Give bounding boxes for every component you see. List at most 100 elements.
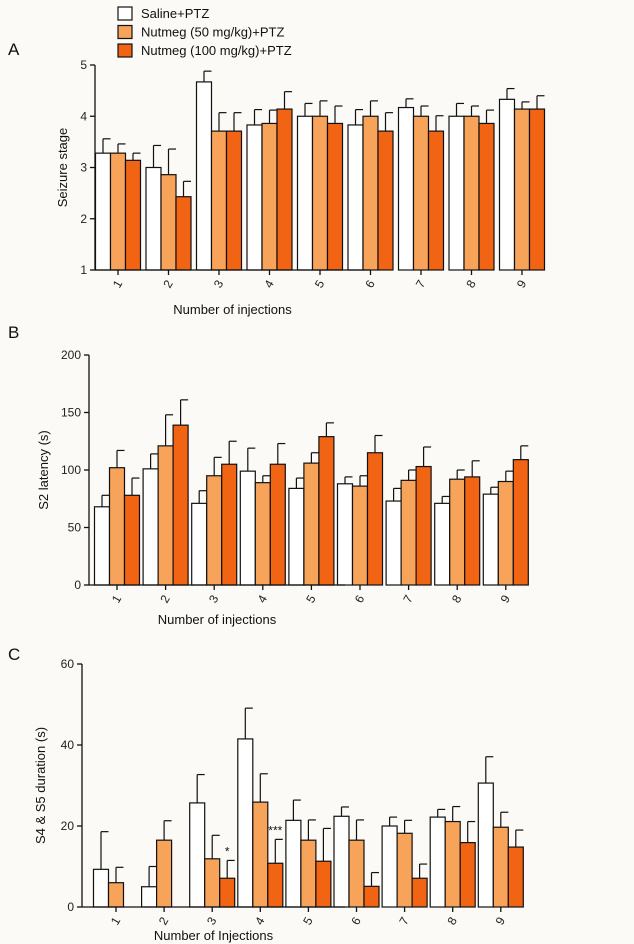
bar [239,470,256,586]
bar [204,858,221,908]
x-tick-label: 6 [352,592,368,605]
bar [288,487,305,586]
legend-swatch [117,6,133,21]
x-tick-label: 1 [109,592,125,605]
bar [123,494,141,586]
legend-label: Nutmeg (100 mg/kg)+PTZ [141,43,292,58]
x-tick-label: 1 [110,277,126,290]
bar [246,124,263,271]
bar [267,862,284,908]
x-tick-label: 8 [449,592,465,605]
bar [459,842,476,908]
bar [397,106,415,271]
bar [195,81,213,271]
bar [157,445,174,586]
bar [385,500,402,586]
bar [175,196,192,271]
bar [528,108,546,271]
bar [482,493,499,586]
bar [412,115,430,271]
x-axis-title: Number of injections [173,302,292,317]
bar [156,839,173,908]
bar [92,868,110,908]
y-tick-label: 60 [61,657,75,671]
bar [124,159,142,271]
bar [141,886,158,908]
panel-b: B 0 50 100 150 200 1 2 3 4 5 6 7 8 9 S2 latency (s) Numb… [8,323,529,627]
legend-label: Nutmeg (50 mg/kg)+PTZ [141,25,284,40]
x-tick-label: 1 [108,914,124,927]
bar [396,832,413,908]
x-axis-title: Number of Injections [154,928,274,943]
legend-label: Saline+PTZ [141,6,209,21]
y-axis-title: Seizure stage [55,128,70,208]
bar [303,462,320,586]
y-tick-label: 100 [61,463,81,477]
x-tick-label: 4 [261,277,277,290]
y-tick-label: 150 [61,406,81,420]
bar [300,839,317,908]
bar [478,122,495,271]
bar [429,816,446,908]
y-tick-label: 5 [80,58,87,72]
bar [318,436,335,586]
bar [366,452,384,586]
bar [463,115,480,271]
y-tick-label: 0 [67,900,74,914]
y-axis-title: S2 latency (s) [36,430,51,509]
significance-marker: *** [268,823,282,837]
x-tick-label: 5 [300,914,316,927]
y-tick-label: 2 [80,212,87,226]
bar [219,877,236,908]
x-tick-label: 2 [156,914,172,927]
x-tick-label: 2 [160,277,176,290]
x-tick-label: 7 [396,914,412,927]
bar [145,166,162,271]
bar [94,152,112,271]
bar [351,485,369,586]
y-tick-label: 0 [74,578,81,592]
bar [189,802,206,908]
y-tick-label: 40 [61,738,75,752]
bar [348,839,365,908]
x-tick-label: 3 [206,592,222,605]
bar [381,825,398,908]
x-tick-label: 2 [157,592,173,605]
bar [336,483,354,586]
bar [347,124,364,271]
x-tick-label: 3 [204,914,220,927]
x-tick-label: 7 [413,277,429,290]
bar [210,130,228,271]
bar [427,130,445,271]
bar [326,122,344,271]
x-tick-label: 9 [498,592,514,605]
x-tick-label: 7 [400,592,416,605]
bar [191,502,208,586]
bar [507,846,524,908]
x-tick-label: 5 [303,592,319,605]
bar [237,738,254,908]
x-tick-label: 4 [252,914,268,927]
x-tick-label: 9 [514,277,530,290]
y-tick-label: 3 [80,161,87,175]
panel-a: A 1 2 3 4 5 1 2 3 4 5 6 7 8 9 Seizure stage Number of in… [8,40,546,317]
bar [448,115,465,271]
bar [254,482,271,586]
bar [109,152,127,271]
bar [285,819,302,908]
bar [492,826,509,908]
bar [498,98,516,271]
y-tick-label: 50 [68,521,82,535]
y-tick-label: 200 [61,348,81,362]
bar [513,108,531,271]
bar [444,820,461,908]
legend-swatch [117,43,133,58]
panel-letter: A [8,40,20,59]
bar [160,174,177,271]
x-tick-label: 4 [255,592,271,605]
x-tick-label: 8 [463,277,479,290]
bar [315,860,332,908]
bar [108,467,126,586]
bar [400,479,417,586]
panel-letter: B [8,323,19,342]
